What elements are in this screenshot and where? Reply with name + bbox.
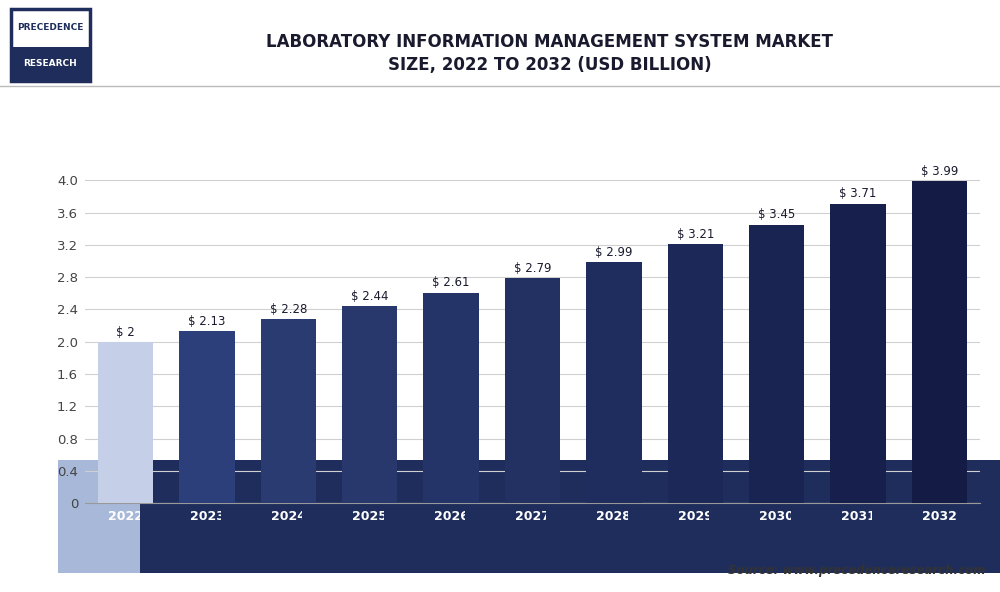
Text: $ 2.13: $ 2.13: [188, 315, 226, 328]
Bar: [749, 225, 804, 503]
Bar: [505, 278, 560, 503]
Bar: [912, 181, 967, 503]
Text: LABORATORY INFORMATION MANAGEMENT SYSTEM MARKET: LABORATORY INFORMATION MANAGEMENT SYSTEM…: [266, 33, 834, 50]
Text: $ 3.45: $ 3.45: [758, 208, 795, 221]
Text: $ 3.99: $ 3.99: [921, 165, 958, 178]
Text: $ 3.21: $ 3.21: [677, 228, 714, 241]
Text: SIZE, 2022 TO 2032 (USD BILLION): SIZE, 2022 TO 2032 (USD BILLION): [388, 56, 712, 74]
Bar: [423, 292, 479, 503]
Bar: [261, 319, 316, 503]
Text: RESEARCH: RESEARCH: [24, 59, 77, 68]
Text: PRECEDENCE: PRECEDENCE: [17, 23, 84, 33]
Text: $ 2.99: $ 2.99: [595, 246, 633, 259]
Text: $ 2.44: $ 2.44: [351, 290, 389, 303]
Text: $ 3.71: $ 3.71: [839, 188, 877, 201]
Bar: [668, 244, 723, 503]
Text: $ 2.61: $ 2.61: [432, 276, 470, 289]
Bar: [98, 342, 153, 503]
Text: Source: www.precedenceresearch.com: Source: www.precedenceresearch.com: [728, 564, 985, 577]
Text: $ 2.28: $ 2.28: [270, 303, 307, 316]
Text: $ 2.79: $ 2.79: [514, 262, 551, 275]
Bar: [179, 332, 235, 503]
Bar: [830, 204, 886, 503]
Bar: [586, 262, 642, 503]
Bar: [342, 306, 397, 503]
Text: $ 2: $ 2: [116, 326, 135, 339]
Bar: [11, 47, 90, 81]
